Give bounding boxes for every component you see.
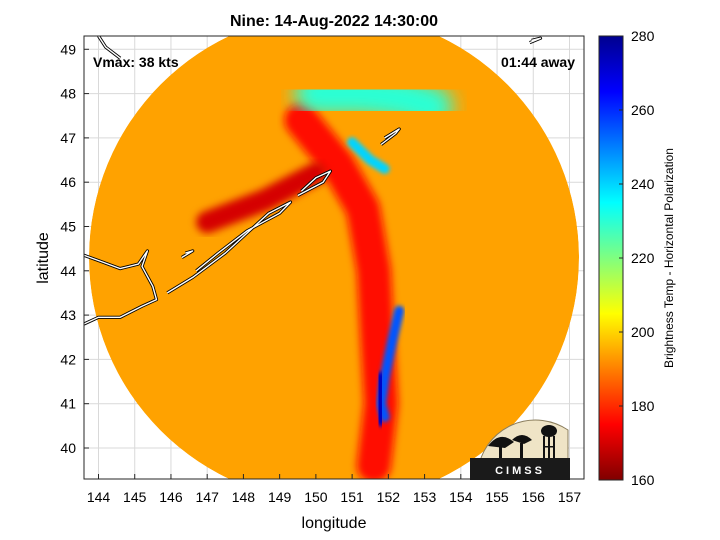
y-tick-label: 45 [60,218,76,234]
x-axis-ticks: 144 145 146 147 148 149 150 151 152 153 154 155 156 1… [87,474,582,505]
coastline [297,170,332,197]
feature-convection-core [374,372,387,427]
coastlines [84,36,543,326]
coastline [529,37,542,44]
x-tick-label: 150 [304,489,328,505]
coastline [181,250,194,259]
y-axis-ticks: 40 41 42 43 44 45 46 47 48 49 [60,41,89,456]
x-tick-label: 146 [159,489,183,505]
time-away-annotation: 01:44 away [501,54,575,70]
colorbar-tick-label: 180 [631,398,655,414]
x-tick-label: 154 [449,489,473,505]
feature-convection-north [347,137,390,174]
y-tick-label: 46 [60,174,76,190]
coastline [166,201,292,294]
colorbar-ticks: 160 180 200 220 240 260 280 [619,28,655,488]
swath-background [89,36,579,479]
x-tick-label: 151 [340,489,364,505]
y-tick-label: 48 [60,86,76,102]
colorbar-tick-label: 240 [631,176,655,192]
colorbar-tick-label: 280 [631,28,655,44]
plot-frame [83,35,585,480]
feature-warm-north [294,72,453,128]
y-tick-label: 41 [60,396,76,412]
y-tick-label: 47 [60,130,76,146]
x-tick-label: 155 [485,489,509,505]
logo-building [470,458,570,480]
colorbar-tick-label: 160 [631,472,655,488]
y-axis-label: latitude [35,232,52,284]
colorbar-label: Brightness Temp - Horizontal Polarizatio… [662,148,676,368]
x-tick-label: 153 [413,489,437,505]
y-tick-label: 49 [60,41,76,57]
colorbar-tick-label: 260 [631,102,655,118]
y-tick-label: 44 [60,263,76,279]
x-tick-label: 157 [558,489,582,505]
chart-title: Nine: 14-Aug-2022 14:30:00 [230,13,438,30]
x-tick-label: 144 [87,489,111,505]
logo-wordmark: CIMSS [495,465,545,477]
y-tick-label: 42 [60,351,76,367]
feature-dry-slot [196,162,327,234]
x-tick-label: 145 [123,489,147,505]
x-tick-label: 147 [196,489,220,505]
colorbar-tick-label: 200 [631,324,655,340]
coastline [84,250,158,325]
x-tick-label: 152 [377,489,401,505]
coastline [97,36,121,59]
x-tick-label: 156 [522,489,546,505]
coastline [380,128,400,146]
cimss-logo: CIMSS [470,419,570,480]
vmax-annotation: Vmax: 38 kts [93,54,179,70]
x-axis-label: longitude [302,515,367,532]
y-tick-label: 43 [60,307,76,323]
brightness-temp-swath [89,36,579,479]
x-tick-label: 148 [232,489,256,505]
water-tower-icon [541,425,557,458]
colorbar-tick-label: 220 [631,250,655,266]
y-tick-label: 40 [60,440,76,456]
x-tick-label: 149 [268,489,292,505]
satellite-dish-icon [488,435,532,458]
